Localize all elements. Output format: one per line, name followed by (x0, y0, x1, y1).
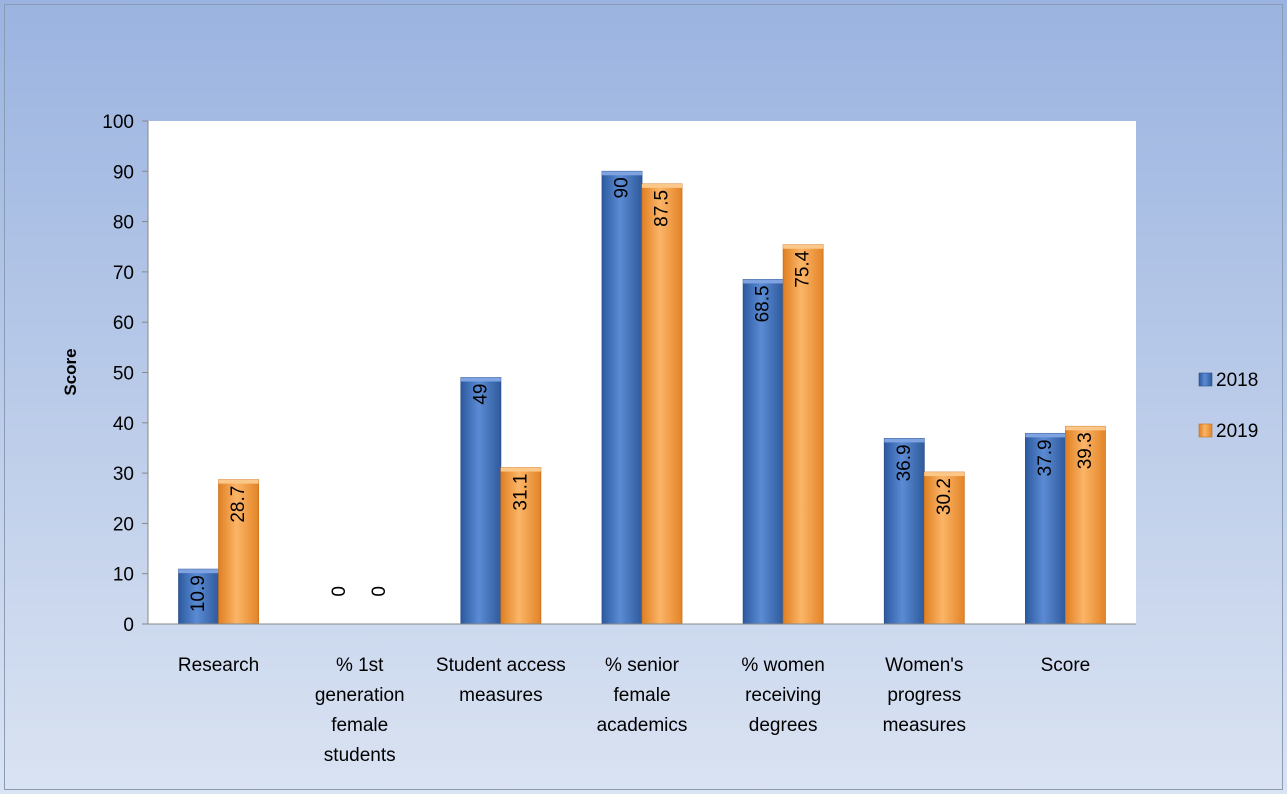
legend-label: 2018 (1216, 370, 1258, 391)
bar-2018-4 (742, 279, 784, 625)
x-tick-label: female (613, 685, 670, 706)
bar-top-highlight (218, 479, 259, 484)
bar-top-highlight (743, 279, 784, 284)
y-tick-label: 40 (113, 414, 134, 435)
data-label: 0 (329, 586, 350, 597)
legend-swatch-2019 (1198, 423, 1213, 438)
y-tick-label: 30 (113, 464, 134, 485)
x-tick-label: students (324, 745, 396, 766)
y-tick-label: 90 (113, 162, 134, 183)
y-tick-label: 70 (113, 263, 134, 284)
bar-2019-6 (1065, 425, 1106, 625)
x-tick-label: female (331, 715, 388, 736)
y-axis-label: Score (61, 348, 80, 395)
bar-top-highlight (460, 377, 501, 382)
data-label: 68.5 (753, 285, 774, 322)
x-tick-label: Research (178, 655, 259, 676)
legend-swatch-2018 (1198, 372, 1213, 387)
data-label: 0 (369, 586, 390, 597)
x-tick-label: measures (883, 715, 966, 736)
bar-2018-3 (601, 170, 643, 625)
x-tick-label: progress (887, 685, 961, 706)
x-tick-label: Student access (436, 655, 566, 676)
data-label: 36.9 (894, 444, 915, 481)
bar-top-highlight (1025, 433, 1066, 438)
data-label: 87.5 (652, 190, 673, 227)
x-tick-label: generation (315, 685, 405, 706)
data-label: 31.1 (510, 474, 531, 511)
legend: 2018 2019 (1198, 370, 1258, 442)
data-label: 75.4 (793, 250, 814, 287)
y-tick-label: 0 (123, 615, 134, 636)
bar-2018-6 (1025, 432, 1066, 625)
x-tick-label: % senior (605, 655, 680, 676)
bar-2019-0 (218, 479, 259, 625)
data-label: 39.3 (1075, 432, 1096, 469)
x-tick-label: Score (1041, 655, 1091, 676)
bar-top-highlight (500, 467, 541, 472)
y-tick-label: 100 (102, 112, 134, 133)
bar-top-highlight (783, 244, 824, 249)
data-label: 28.7 (228, 486, 249, 523)
bars-group: 10.9 0 49 90 68.5 36.9 37.9 28.7 0 31.1 87.5 75.4 30… (178, 170, 1106, 625)
y-axis: 0 10 20 30 40 50 60 70 80 90 100 (102, 112, 149, 636)
data-label: 30.2 (934, 478, 955, 515)
x-tick-label: % 1st (336, 655, 384, 676)
x-tick-label: measures (459, 685, 542, 706)
bar-top-highlight (924, 472, 965, 477)
x-tick-label: academics (597, 715, 688, 736)
y-tick-label: 10 (113, 565, 134, 586)
x-axis: Research % 1st generation female students Stu… (148, 623, 1136, 766)
data-label: 49 (470, 384, 491, 405)
bar-2019-4 (782, 244, 824, 625)
y-tick-label: 50 (113, 364, 134, 385)
bar-2018-0 (178, 568, 219, 625)
bar-top-highlight (602, 171, 642, 176)
x-tick-label: Women's (885, 655, 963, 676)
bar-2019-3 (641, 183, 683, 625)
legend-label: 2019 (1216, 421, 1258, 442)
x-tick-label: degrees (749, 715, 818, 736)
x-tick-label: receiving (745, 685, 821, 706)
bar-top-highlight (884, 438, 925, 443)
chart-border (4, 4, 1283, 790)
data-label: 10.9 (188, 575, 209, 612)
y-tick-label: 20 (113, 514, 134, 535)
data-label: 90 (612, 177, 633, 198)
bar-top-highlight (178, 569, 219, 574)
bar-top-highlight (642, 183, 682, 188)
bar-top-highlight (1065, 426, 1106, 431)
y-tick-label: 60 (113, 313, 134, 334)
bar-2018-5 (883, 437, 925, 625)
bar-2019-2 (500, 467, 542, 625)
bar-2018-2 (460, 377, 502, 625)
data-label: 37.9 (1035, 439, 1056, 476)
x-tick-label: % women (741, 655, 824, 676)
y-tick-label: 80 (113, 213, 134, 234)
